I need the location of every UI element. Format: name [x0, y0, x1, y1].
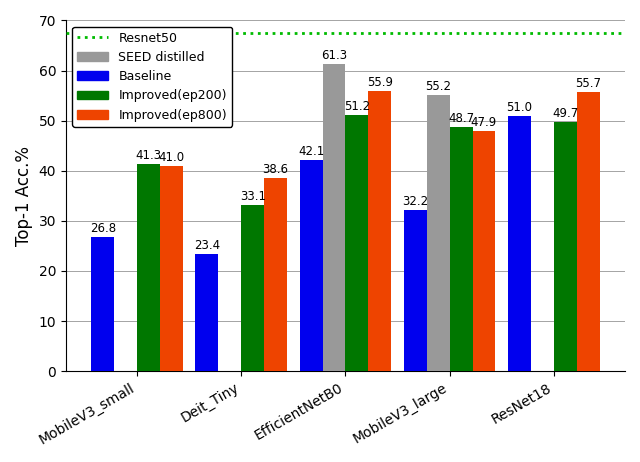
Bar — [404, 210, 427, 371]
Bar — [472, 131, 495, 371]
Bar — [427, 95, 450, 371]
Legend: Resnet50, SEED distilled, Baseline, Improved(ep200), Improved(ep800): Resnet50, SEED distilled, Baseline, Impr… — [72, 27, 232, 127]
Bar — [92, 237, 114, 371]
Bar — [369, 91, 391, 371]
Text: 55.9: 55.9 — [367, 76, 393, 89]
Text: 61.3: 61.3 — [321, 49, 347, 62]
Text: 38.6: 38.6 — [262, 163, 289, 176]
Text: 48.7: 48.7 — [448, 112, 474, 125]
Text: 23.4: 23.4 — [194, 239, 220, 252]
Text: 47.9: 47.9 — [471, 116, 497, 129]
Text: 55.2: 55.2 — [425, 79, 451, 92]
Bar — [577, 92, 600, 371]
Bar — [323, 64, 346, 371]
Text: 49.7: 49.7 — [552, 107, 579, 120]
Bar — [241, 205, 264, 371]
Bar — [300, 160, 323, 371]
Text: 41.0: 41.0 — [159, 151, 184, 164]
Bar — [264, 178, 287, 371]
Bar — [554, 122, 577, 371]
Bar — [508, 116, 531, 371]
Text: 33.1: 33.1 — [240, 190, 266, 203]
Text: 55.7: 55.7 — [575, 77, 601, 90]
Text: 51.0: 51.0 — [506, 101, 532, 114]
Bar — [346, 115, 369, 371]
Text: 41.3: 41.3 — [136, 149, 162, 162]
Y-axis label: Top-1 Acc.%: Top-1 Acc.% — [15, 146, 33, 246]
Bar — [195, 254, 218, 371]
Text: 51.2: 51.2 — [344, 100, 370, 113]
Bar — [160, 166, 183, 371]
Text: 42.1: 42.1 — [298, 145, 324, 158]
Bar — [137, 164, 160, 371]
Text: 32.2: 32.2 — [402, 195, 428, 208]
Bar — [450, 127, 472, 371]
Text: 26.8: 26.8 — [90, 222, 116, 235]
